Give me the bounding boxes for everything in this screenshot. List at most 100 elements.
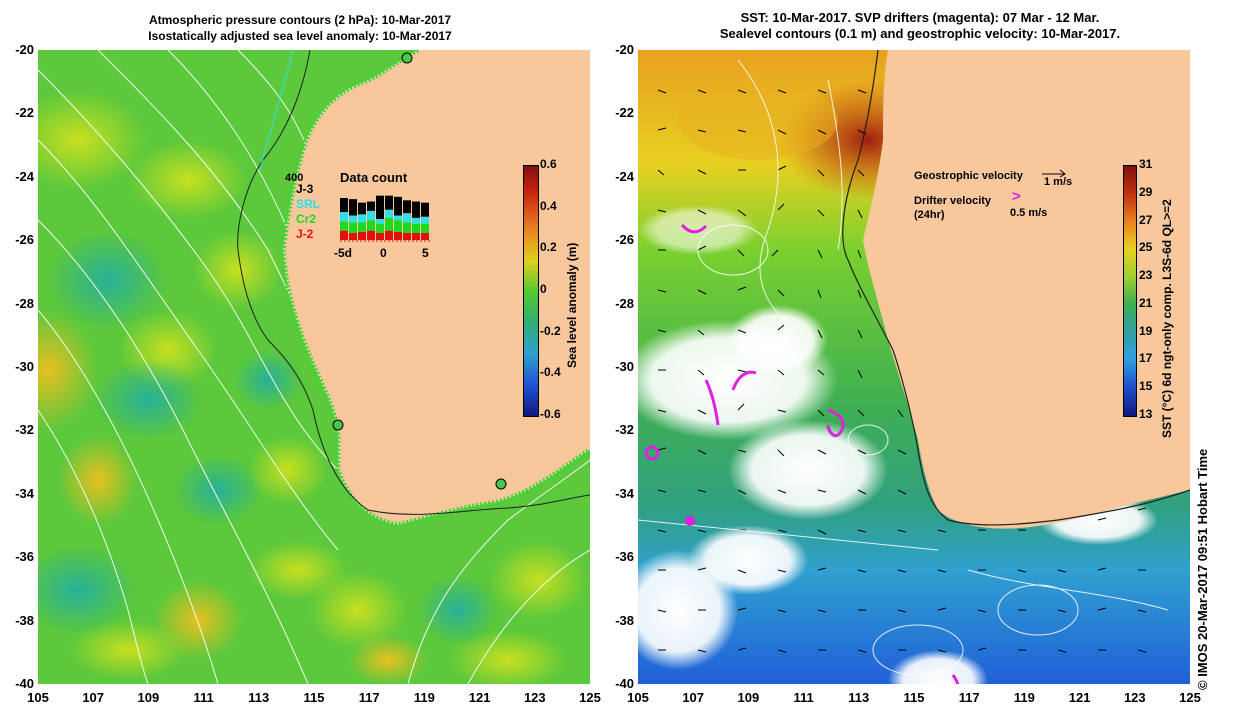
x-tick-left: 125 xyxy=(579,690,601,705)
data-count-bar-segment xyxy=(421,223,429,233)
sea-level-colorbar-tick: -0.6 xyxy=(540,407,561,421)
sea-level-colorbar-tick: 0.4 xyxy=(540,198,557,213)
x-tick-left: 111 xyxy=(193,690,214,705)
data-count-bar-segment xyxy=(376,219,384,224)
sst-colorbar-tick: 17 xyxy=(1139,351,1153,366)
data-count-bar-segment xyxy=(367,201,375,211)
left-title-line2: Isostatically adjusted sea level anomaly… xyxy=(148,29,452,43)
y-tick-left: -24 xyxy=(15,168,34,184)
y-tick-left: -34 xyxy=(15,485,34,501)
y-tick-right: -26 xyxy=(615,232,634,248)
y-tick-right: -32 xyxy=(615,422,634,438)
geostrophic-velocity-label: Geostrophic velocity xyxy=(914,170,1023,182)
data-count-series-cr2: Cr2 xyxy=(296,212,317,226)
y-tick-left: -36 xyxy=(15,549,34,565)
data-count-xtick: 5 xyxy=(422,246,429,260)
data-count-bar-segment xyxy=(412,233,420,240)
data-count-bar-segment xyxy=(349,233,357,240)
left-title-line1: Atmospheric pressure contours (2 hPa): 1… xyxy=(148,13,452,27)
data-count-inset: Data count 400 J-3 SRL Cr2 J-2 -5d 0 5 xyxy=(284,170,444,264)
data-count-bar-segment xyxy=(340,212,348,222)
sea-level-colorbar-label: Sea level anomaly (m) xyxy=(565,242,579,368)
data-count-bar-segment xyxy=(349,215,357,223)
sea-level-colorbar-tick: -0.4 xyxy=(540,365,561,380)
x-tick-right: 111 xyxy=(793,690,814,705)
sst-colorbar-tick: 29 xyxy=(1139,184,1153,199)
x-tick-right: 107 xyxy=(682,690,705,705)
data-count-bar-segment xyxy=(403,213,411,223)
y-tick-right: -38 xyxy=(615,612,634,628)
sea-level-colorbar-tick: -0.2 xyxy=(540,323,561,338)
sst-colorbar-tick: 31 xyxy=(1139,157,1153,171)
data-count-bar-segment xyxy=(340,198,348,212)
sst-colorbar-tick: 27 xyxy=(1139,212,1153,227)
data-count-bar-segment xyxy=(376,233,384,240)
data-count-bar-segment xyxy=(367,220,375,231)
drifter-velocity-symbol: > xyxy=(1012,188,1021,205)
data-count-series-j-2: J-2 xyxy=(296,227,314,241)
y-tick-right: -34 xyxy=(615,485,634,501)
y-tick-right: -28 xyxy=(615,295,634,311)
data-count-bar-segment xyxy=(376,223,384,233)
data-count-xtick: -5d xyxy=(334,246,352,260)
geostrophic-velocity-arrows xyxy=(657,89,1147,653)
y-tick-right: -22 xyxy=(615,105,634,121)
x-tick-right: 119 xyxy=(1013,690,1035,705)
sea-level-colorbar-tick: 0.2 xyxy=(540,240,557,255)
y-tick-right: -30 xyxy=(615,359,634,374)
sea-level-colorbar-tick: 0 xyxy=(540,282,547,296)
imos-credit: © IMOS 20-Mar-2017 09:51 Hobart Time xyxy=(1195,448,1210,690)
data-count-bar-segment xyxy=(358,202,366,215)
sea-level-anomaly-map-graphic xyxy=(38,50,590,684)
sea-level-colorbar-tick: 0.6 xyxy=(540,157,557,171)
data-count-bar-segment xyxy=(403,200,411,214)
data-count-bar-segment xyxy=(403,222,411,233)
data-count-bar-segment xyxy=(358,231,366,240)
data-count-bar-segment xyxy=(394,196,402,216)
drifter-position-dot xyxy=(685,516,695,526)
right-title-line1: SST: 10-Mar-2017. SVP drifters (magenta)… xyxy=(740,10,1100,25)
data-count-series-j-3: J-3 xyxy=(296,182,314,196)
y-tick-left: -28 xyxy=(15,295,34,311)
x-tick-right: 105 xyxy=(627,690,649,705)
geostrophic-velocity-arrow-icon xyxy=(1042,169,1066,178)
x-tick-left: 113 xyxy=(248,690,270,705)
data-count-bar-segment xyxy=(349,199,357,216)
x-tick-right: 123 xyxy=(1123,690,1146,705)
y-tick-left: -38 xyxy=(15,612,34,628)
x-tick-left: 109 xyxy=(137,690,160,705)
data-count-bar-segment xyxy=(403,233,411,240)
data-count-bar-segment xyxy=(358,222,366,232)
right-title-line2: Sealevel contours (0.1 m) and geostrophi… xyxy=(719,26,1121,41)
data-count-series-srl: SRL xyxy=(296,197,320,211)
y-tick-left: -26 xyxy=(15,232,34,248)
data-count-bar-segment xyxy=(412,217,420,224)
left-map-title: Atmospheric pressure contours (2 hPa): 1… xyxy=(60,12,540,44)
sst-colorbar-tick: 21 xyxy=(1139,295,1153,310)
sea-level-colorbar xyxy=(523,165,539,417)
data-count-bar-segment xyxy=(349,222,357,233)
data-count-title: Data count xyxy=(340,170,408,185)
y-tick-right: -40 xyxy=(615,676,634,691)
x-tick-left: 121 xyxy=(468,690,491,705)
right-map-title: SST: 10-Mar-2017. SVP drifters (magenta)… xyxy=(640,10,1200,42)
data-count-bar-segment xyxy=(412,223,420,233)
y-tick-left: -22 xyxy=(15,105,34,121)
data-count-bar-segment xyxy=(394,220,402,232)
x-tick-left: 117 xyxy=(358,690,380,705)
data-count-bar-segment xyxy=(385,209,393,218)
x-tick-left: 123 xyxy=(523,690,546,705)
sst-colorbar-tick: 25 xyxy=(1139,240,1153,255)
data-count-bar-segment xyxy=(340,230,348,240)
data-count-bar-segment xyxy=(367,230,375,240)
y-tick-right: -20 xyxy=(615,42,634,57)
geostrophic-velocity-scale: 1 m/s xyxy=(1044,176,1073,188)
drifter-velocity-interval: (24hr) xyxy=(914,209,945,221)
x-tick-left: 115 xyxy=(303,690,325,705)
data-count-bar-segment xyxy=(367,210,375,221)
x-tick-right: 113 xyxy=(848,690,870,705)
x-tick-right: 109 xyxy=(737,690,760,705)
y-tick-left: -40 xyxy=(15,676,34,691)
y-tick-right: -36 xyxy=(615,549,634,565)
data-count-max: 400 xyxy=(285,172,304,184)
